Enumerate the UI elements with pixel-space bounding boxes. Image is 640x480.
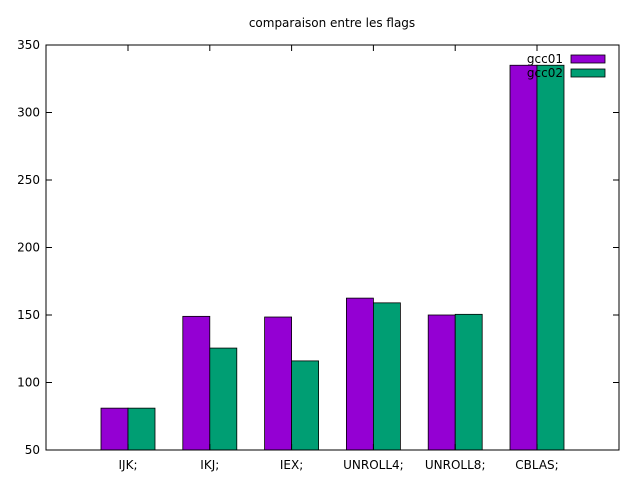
y-tick-label: 100	[17, 376, 40, 390]
bar-gcc02-1	[209, 347, 238, 451]
bar-gcc01-1	[182, 315, 211, 451]
y-axis: 50 100 150 200 250 300 350	[17, 38, 619, 457]
bar-gcc01-4	[427, 314, 456, 451]
y-tick-label: 300	[17, 106, 40, 120]
y-tick-label: 200	[17, 241, 40, 255]
bar-gcc02-2	[291, 360, 320, 451]
bar-gcc01-2	[264, 316, 293, 451]
y-tick-label: 350	[17, 38, 40, 52]
x-tick-label: IJK;	[119, 458, 138, 472]
y-tick-label: 150	[17, 308, 40, 322]
bar-gcc01-5	[509, 64, 538, 451]
x-tick-label: UNROLL8;	[425, 458, 486, 472]
legend-label-gcc02: gcc02	[527, 66, 563, 80]
chart-title: comparaison entre les flags	[249, 16, 415, 30]
bar-gcc02-3	[372, 302, 401, 451]
bar-gcc02-4	[454, 313, 483, 451]
legend-label-gcc01: gcc01	[527, 52, 563, 66]
y-tick-label: 250	[17, 173, 40, 187]
x-axis: IJK; IKJ; IEX; UNROLL4; UNROLL8; CBLAS;	[119, 45, 559, 472]
bar-gcc01-0	[100, 407, 129, 451]
plot-area	[100, 64, 565, 451]
x-tick-label: IEX;	[280, 458, 303, 472]
bar-gcc02-5	[536, 64, 565, 451]
x-tick-label: UNROLL4;	[343, 458, 404, 472]
bar-gcc02-0	[127, 407, 156, 451]
bar-gcc01-3	[345, 297, 374, 451]
y-tick-label: 50	[25, 443, 40, 457]
x-tick-label: IKJ;	[200, 458, 219, 472]
legend-swatch-gcc02	[570, 68, 606, 78]
legend-swatch-gcc01	[570, 54, 606, 64]
x-tick-label: CBLAS;	[515, 458, 558, 472]
